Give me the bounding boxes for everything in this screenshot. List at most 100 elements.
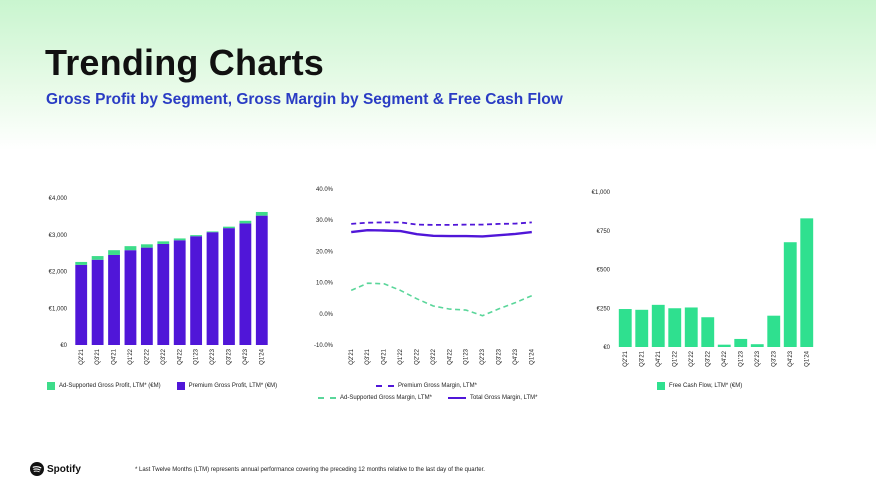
y-tick-label: €750 bbox=[597, 229, 611, 235]
legend-item-total-gm: Total Gross Margin, LTM* bbox=[447, 395, 538, 401]
line-ad-supported-margin bbox=[350, 282, 533, 317]
bar-fcf bbox=[767, 315, 781, 347]
bar-ad-supported bbox=[190, 235, 203, 237]
y-tick-label: 30.0% bbox=[316, 218, 334, 224]
bar-fcf bbox=[684, 307, 698, 347]
x-tick-label: Q2'22 bbox=[414, 348, 420, 364]
legend-label: Ad-Supported Gross Margin, LTM* bbox=[340, 395, 432, 401]
y-tick-label: €0 bbox=[603, 345, 610, 351]
bar-ad-supported bbox=[206, 231, 219, 233]
y-tick-label: €2,000 bbox=[49, 270, 68, 276]
legend-label: Ad-Supported Gross Profit, LTM* (€M) bbox=[59, 383, 161, 389]
x-tick-label: Q1'22 bbox=[128, 348, 134, 364]
y-tick-label: €1,000 bbox=[592, 190, 611, 196]
x-tick-label: Q3'22 bbox=[705, 350, 711, 366]
x-tick-label: Q4'21 bbox=[112, 348, 118, 364]
x-tick-label: Q2'22 bbox=[689, 350, 695, 366]
bar-premium bbox=[91, 259, 104, 345]
y-tick-label: €4,000 bbox=[49, 196, 68, 202]
legend-swatch bbox=[47, 382, 55, 390]
bar-fcf bbox=[635, 309, 649, 347]
bar-ad-supported bbox=[91, 256, 104, 260]
bar-premium bbox=[206, 232, 219, 345]
x-tick-label: Q1'24 bbox=[804, 350, 810, 366]
x-tick-label: Q4'21 bbox=[656, 350, 662, 366]
x-tick-label: Q4'22 bbox=[177, 348, 183, 364]
x-tick-label: Q3'21 bbox=[365, 348, 371, 364]
x-tick-label: Q2'23 bbox=[210, 348, 216, 364]
bar-premium bbox=[140, 247, 153, 345]
brand-name: Spotify bbox=[47, 463, 81, 475]
y-tick-label: 0.0% bbox=[319, 312, 333, 318]
legend-item-ad-supported-gp: Ad-Supported Gross Profit, LTM* (€M) bbox=[47, 382, 161, 390]
y-tick-label: 10.0% bbox=[316, 281, 334, 287]
bar-premium bbox=[255, 215, 268, 345]
legend-swatch bbox=[376, 385, 394, 387]
bar-fcf bbox=[783, 242, 797, 347]
x-tick-label: Q4'23 bbox=[788, 350, 794, 366]
legend-swatch bbox=[657, 382, 665, 390]
legend-swatch bbox=[318, 397, 336, 399]
y-tick-label: €0 bbox=[60, 343, 67, 349]
y-tick-label: €250 bbox=[597, 306, 611, 312]
x-tick-label: Q2'23 bbox=[755, 350, 761, 366]
bar-ad-supported bbox=[239, 220, 252, 224]
x-tick-label: Q4'22 bbox=[722, 350, 728, 366]
x-tick-label: Q1'24 bbox=[259, 348, 265, 364]
legend-item-premium-gm: Premium Gross Margin, LTM* bbox=[376, 383, 477, 389]
bar-premium bbox=[223, 228, 235, 345]
x-tick-label: Q1'23 bbox=[194, 348, 200, 364]
legend-label: Premium Gross Profit, LTM* (€M) bbox=[188, 383, 278, 389]
bar-ad-supported bbox=[124, 246, 137, 251]
bar-ad-supported bbox=[255, 211, 268, 216]
bar-premium bbox=[190, 236, 203, 345]
legend-swatch bbox=[447, 397, 466, 399]
bar-fcf bbox=[668, 308, 682, 347]
x-tick-label: Q3'23 bbox=[497, 348, 503, 364]
x-tick-label: Q3'22 bbox=[431, 348, 437, 364]
x-tick-label: Q2'21 bbox=[349, 348, 355, 364]
y-tick-label: €500 bbox=[597, 268, 611, 274]
spotify-logo: Spotify bbox=[30, 462, 81, 476]
x-tick-label: Q1'22 bbox=[672, 350, 678, 366]
x-tick-label: Q3'23 bbox=[771, 350, 777, 366]
x-tick-label: Q1'23 bbox=[464, 348, 470, 364]
y-tick-label: 20.0% bbox=[316, 249, 334, 255]
line-premium-margin bbox=[351, 221, 532, 226]
bar-premium bbox=[173, 240, 186, 345]
legend-item-ad-supported-gm: Ad-Supported Gross Margin, LTM* bbox=[318, 395, 432, 401]
x-tick-label: Q2'23 bbox=[480, 348, 486, 364]
fcf-legend: Free Cash Flow, LTM* (€M) bbox=[657, 381, 742, 391]
bar-ad-supported bbox=[75, 261, 88, 265]
bar-fcf bbox=[734, 338, 748, 347]
y-tick-label: €1,000 bbox=[49, 306, 68, 312]
legend-label: Free Cash Flow, LTM* (€M) bbox=[669, 383, 743, 389]
bar-fcf bbox=[618, 309, 632, 347]
footnote: * Last Twelve Months (LTM) represents an… bbox=[135, 467, 485, 473]
bar-ad-supported bbox=[223, 226, 235, 229]
x-tick-label: Q4'23 bbox=[513, 348, 519, 364]
bar-ad-supported bbox=[157, 241, 170, 244]
x-tick-label: Q3'21 bbox=[639, 350, 645, 366]
x-tick-label: Q1'22 bbox=[398, 348, 404, 364]
y-tick-label: 40.0% bbox=[316, 187, 334, 193]
x-tick-label: Q3'21 bbox=[95, 348, 101, 364]
bar-fcf bbox=[750, 344, 764, 347]
gross-profit-legend: Ad-Supported Gross Profit, LTM* (€M) Pre… bbox=[47, 381, 277, 391]
x-tick-label: Q1'24 bbox=[529, 348, 535, 364]
y-tick-label: -10.0% bbox=[314, 343, 334, 349]
bar-fcf bbox=[717, 344, 731, 347]
x-tick-label: Q4'22 bbox=[447, 348, 453, 364]
line-total-margin bbox=[351, 229, 532, 238]
free-cash-flow-chart: €0 €250 €500 €750 €1,000 Q2'21 Q3'21 Q4'21 Q1'22… bbox=[592, 190, 814, 367]
spotify-icon bbox=[30, 462, 44, 476]
x-tick-label: Q1'23 bbox=[738, 350, 744, 366]
gross-margin-legend: Premium Gross Margin, LTM* Ad-Supported … bbox=[318, 381, 538, 403]
page-title: Trending Charts bbox=[45, 42, 325, 83]
x-tick-label: Q4'23 bbox=[243, 348, 249, 364]
bar-ad-supported bbox=[108, 250, 120, 255]
bar-fcf bbox=[800, 218, 814, 347]
bar-premium bbox=[157, 243, 170, 345]
x-tick-label: Q3'23 bbox=[227, 348, 233, 364]
bar-premium bbox=[124, 250, 137, 345]
